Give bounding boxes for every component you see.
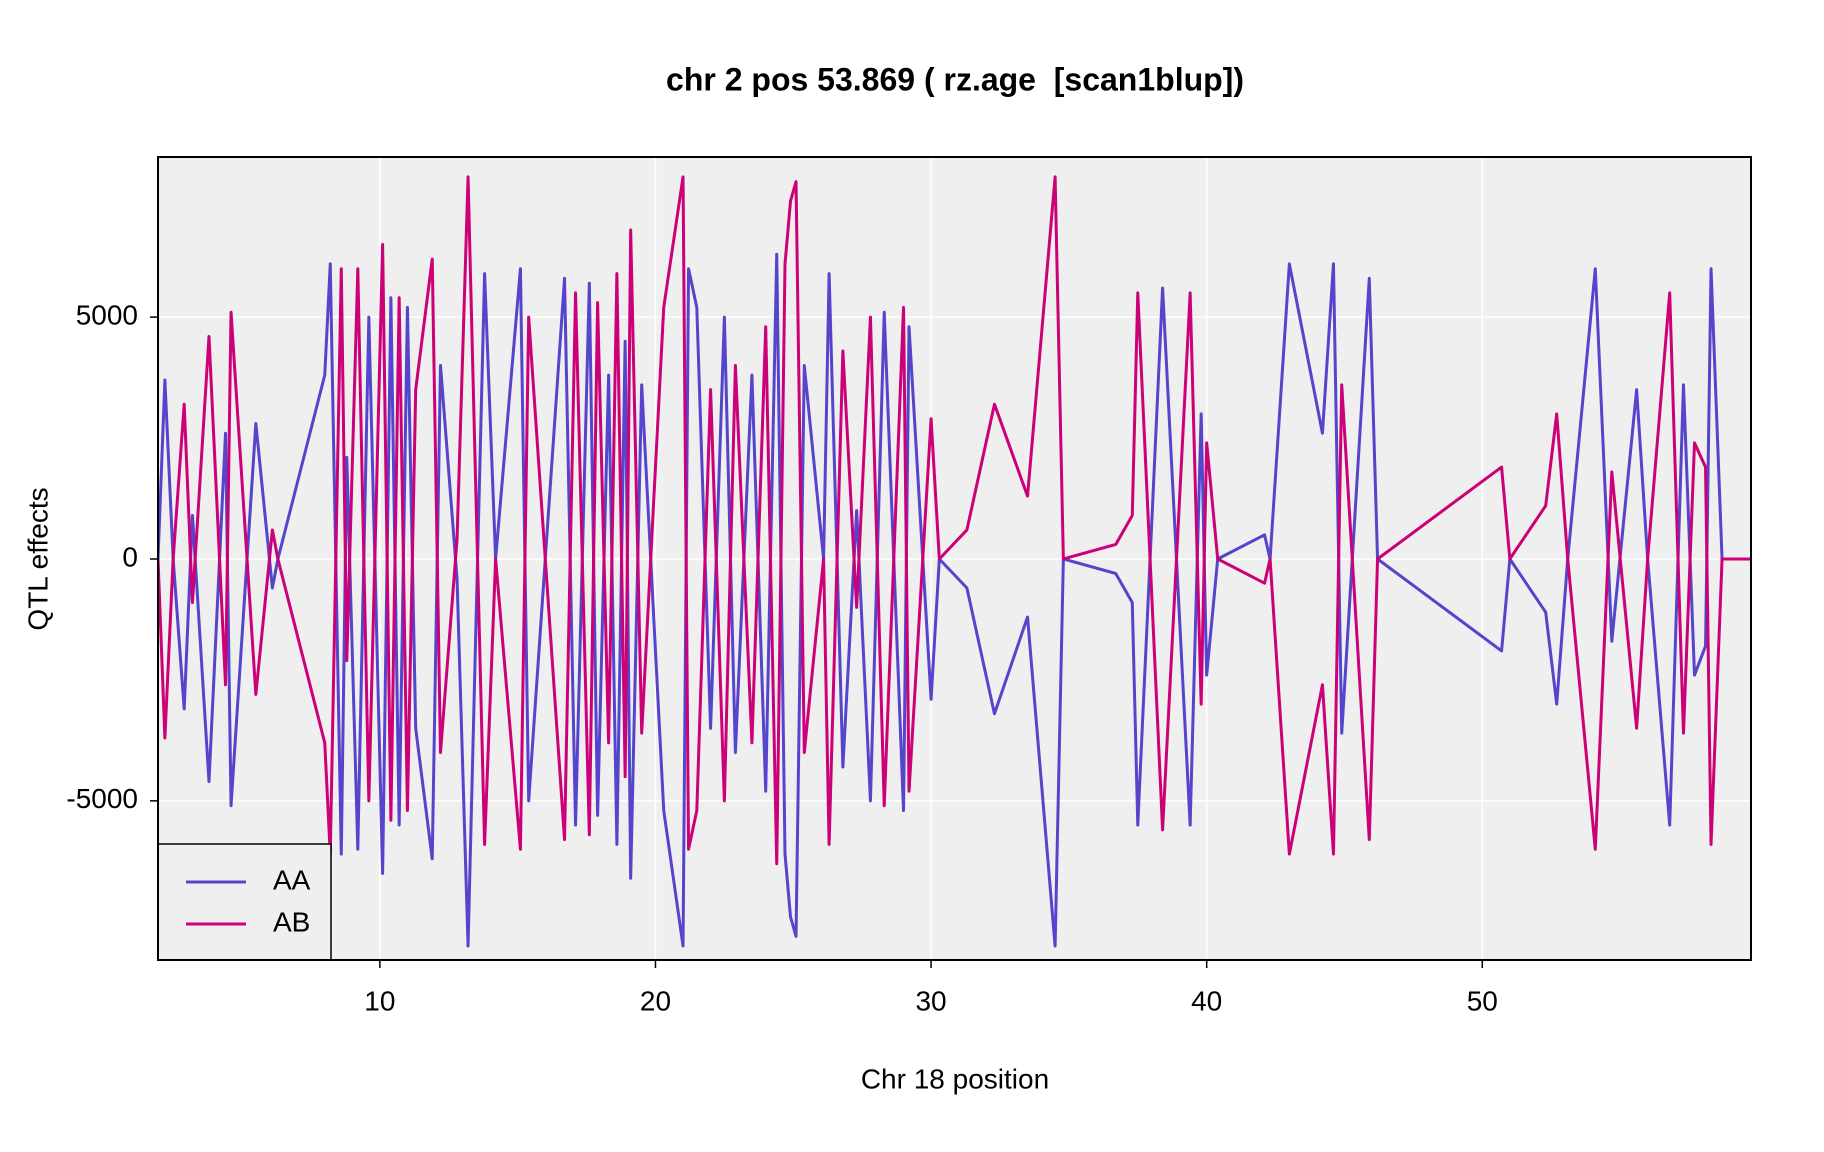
legend-label: AB	[273, 906, 310, 937]
plot-frame	[157, 156, 1752, 961]
x-axis-label: Chr 18 position	[861, 1063, 1049, 1094]
x-tick-label: 50	[1467, 985, 1498, 1016]
chart-title: chr 2 pos 53.869 ( rz.age [scan1blup])	[666, 61, 1244, 97]
legend-box	[157, 843, 332, 961]
x-tick-label: 40	[1191, 985, 1222, 1016]
x-tick-label: 10	[364, 985, 395, 1016]
series-line	[158, 175, 1751, 866]
x-tick-label: 30	[915, 985, 946, 1016]
y-tick-label: 5000	[76, 300, 138, 331]
x-tick-label: 20	[640, 985, 671, 1016]
y-tick-label: -5000	[66, 783, 138, 814]
y-axis-label: QTL effects	[22, 487, 53, 630]
series-line	[158, 252, 1751, 948]
y-tick-label: 0	[122, 541, 138, 572]
legend-label: AA	[273, 864, 311, 895]
